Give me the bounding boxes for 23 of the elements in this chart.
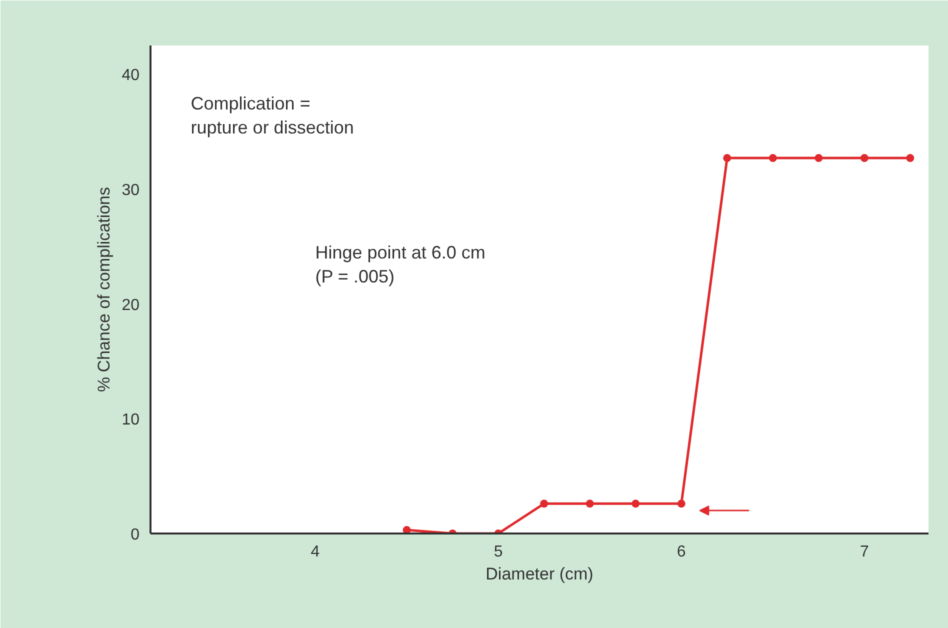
- x-tick-label: 7: [860, 544, 869, 560]
- point: [906, 154, 914, 162]
- point: [677, 500, 686, 508]
- y-tick-label: 30: [122, 182, 140, 200]
- point: [586, 500, 594, 508]
- y-tick-label: 20: [122, 296, 140, 314]
- annotation: Hinge point at 6.0 cm (P = .005): [315, 242, 486, 287]
- x-tick-label: 4: [310, 544, 320, 560]
- point: [540, 500, 548, 508]
- y-axis-title: % Chance of complications: [94, 186, 114, 392]
- y-tick-label: 10: [122, 412, 140, 429]
- y-tick-label: 40: [122, 67, 140, 84]
- point: [768, 154, 777, 162]
- x-tick-label: 5: [494, 544, 503, 560]
- x-axis-title: Diameter (cm): [486, 564, 594, 584]
- annotation: Complication = rupture or dissection: [190, 93, 354, 138]
- point: [402, 526, 411, 534]
- y-tick-label: 0: [130, 526, 140, 544]
- point: [723, 154, 732, 162]
- point: [860, 154, 868, 162]
- x-tick-label: 6: [676, 544, 686, 560]
- point: [814, 154, 823, 162]
- point: [632, 500, 640, 508]
